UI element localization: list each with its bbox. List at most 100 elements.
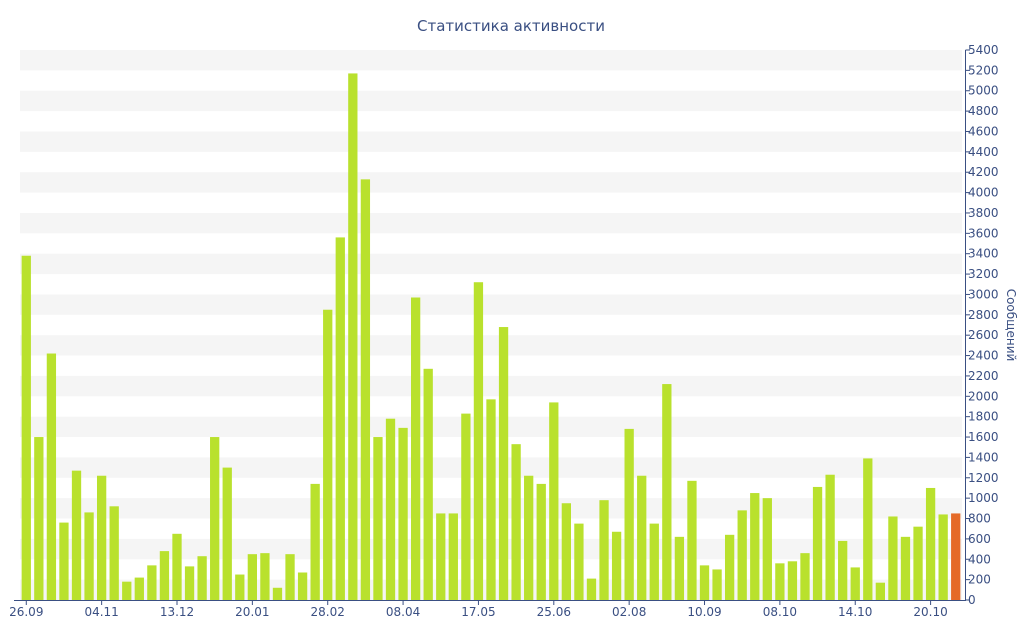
bar <box>913 526 923 600</box>
bar <box>486 399 496 600</box>
bar <box>838 540 848 600</box>
bar <box>812 486 823 600</box>
y-tick-label: 3600 <box>968 226 999 240</box>
bar <box>787 561 798 600</box>
bar <box>222 467 232 600</box>
y-tick-label: 1800 <box>968 410 999 424</box>
x-tick-label: 10.09 <box>687 605 721 619</box>
y-tick-label: 2800 <box>968 308 999 322</box>
grid-band <box>20 90 962 112</box>
bar <box>197 556 207 600</box>
bar <box>561 503 571 600</box>
bar <box>599 500 609 600</box>
bar <box>762 498 772 600</box>
bar <box>159 551 170 600</box>
bar <box>109 506 119 600</box>
grid-band <box>20 50 962 71</box>
y-tick-label: 1600 <box>968 430 999 444</box>
y-tick-label: 0 <box>968 593 976 607</box>
bar <box>360 179 371 600</box>
y-tick-label: 200 <box>968 573 991 587</box>
y-tick-label: 1400 <box>968 450 999 464</box>
x-tick-label: 25.06 <box>537 605 571 619</box>
bar <box>84 512 94 600</box>
bar <box>611 531 622 600</box>
bar <box>473 282 484 600</box>
bar <box>46 353 57 600</box>
bar <box>737 510 747 600</box>
bar <box>285 554 295 600</box>
bar-series <box>21 73 961 601</box>
bar <box>624 428 634 600</box>
y-tick-label: 800 <box>968 512 991 526</box>
bar <box>863 458 873 600</box>
bar <box>524 475 534 600</box>
bar <box>323 309 333 600</box>
bar <box>71 470 82 600</box>
bar <box>900 536 911 600</box>
bar <box>888 516 898 600</box>
grid-band <box>20 131 962 152</box>
bar <box>210 437 220 600</box>
bar <box>335 237 345 600</box>
x-tick-label: 28.02 <box>311 605 345 619</box>
y-tick-label: 5200 <box>968 63 999 77</box>
bar <box>649 523 659 600</box>
grid-band <box>20 294 962 315</box>
bar <box>423 368 433 600</box>
y-ticks: 0 200 400 600 800 1000 1200 1400 1600 1800 2000 220… <box>965 43 999 607</box>
y-tick-label: 3200 <box>968 267 999 281</box>
grid-band <box>20 253 962 275</box>
y-tick-label: 5000 <box>968 84 999 98</box>
chart-title: Статистика активности <box>417 17 605 35</box>
bar <box>398 427 408 600</box>
bar <box>373 437 383 600</box>
y-tick-label: 4400 <box>968 145 999 159</box>
y-tick-label: 4200 <box>968 165 999 179</box>
bar <box>750 493 760 600</box>
bar <box>436 513 446 600</box>
x-tick-label: 13.12 <box>160 605 194 619</box>
bar <box>34 437 44 600</box>
bar <box>385 418 396 600</box>
y-tick-label: 1200 <box>968 471 999 485</box>
bar <box>687 480 697 600</box>
x-tick-label: 17.05 <box>461 605 495 619</box>
bar <box>574 523 584 600</box>
bar <box>272 587 283 600</box>
bar <box>247 554 257 600</box>
x-tick-label: 04.11 <box>84 605 118 619</box>
y-axis-label: Сообщений <box>1004 289 1018 362</box>
bar <box>348 73 358 601</box>
y-tick-label: 2400 <box>968 349 999 363</box>
y-tick-label: 4600 <box>968 124 999 138</box>
bar <box>699 565 710 600</box>
grid-band <box>20 335 962 356</box>
bar <box>724 534 735 600</box>
x-tick-label: 02.08 <box>612 605 646 619</box>
bar-current <box>951 513 961 600</box>
bar <box>122 581 132 600</box>
bar <box>549 402 559 600</box>
bar <box>825 474 835 600</box>
y-tick-label: 3000 <box>968 287 999 301</box>
bar <box>586 578 597 600</box>
y-tick-label: 5400 <box>968 43 999 57</box>
bar <box>235 574 245 600</box>
y-tick-label: 600 <box>968 532 991 546</box>
y-tick-label: 3400 <box>968 247 999 261</box>
bar <box>925 487 936 600</box>
x-tick-label: 08.04 <box>386 605 420 619</box>
bar <box>637 475 647 600</box>
x-tick-label: 08.10 <box>763 605 797 619</box>
bar <box>674 536 685 600</box>
y-tick-label: 2200 <box>968 369 999 383</box>
bar <box>662 384 672 600</box>
bar <box>498 327 509 600</box>
bar <box>310 483 320 600</box>
bar <box>461 413 471 600</box>
bar <box>850 567 860 600</box>
bar <box>410 297 421 600</box>
